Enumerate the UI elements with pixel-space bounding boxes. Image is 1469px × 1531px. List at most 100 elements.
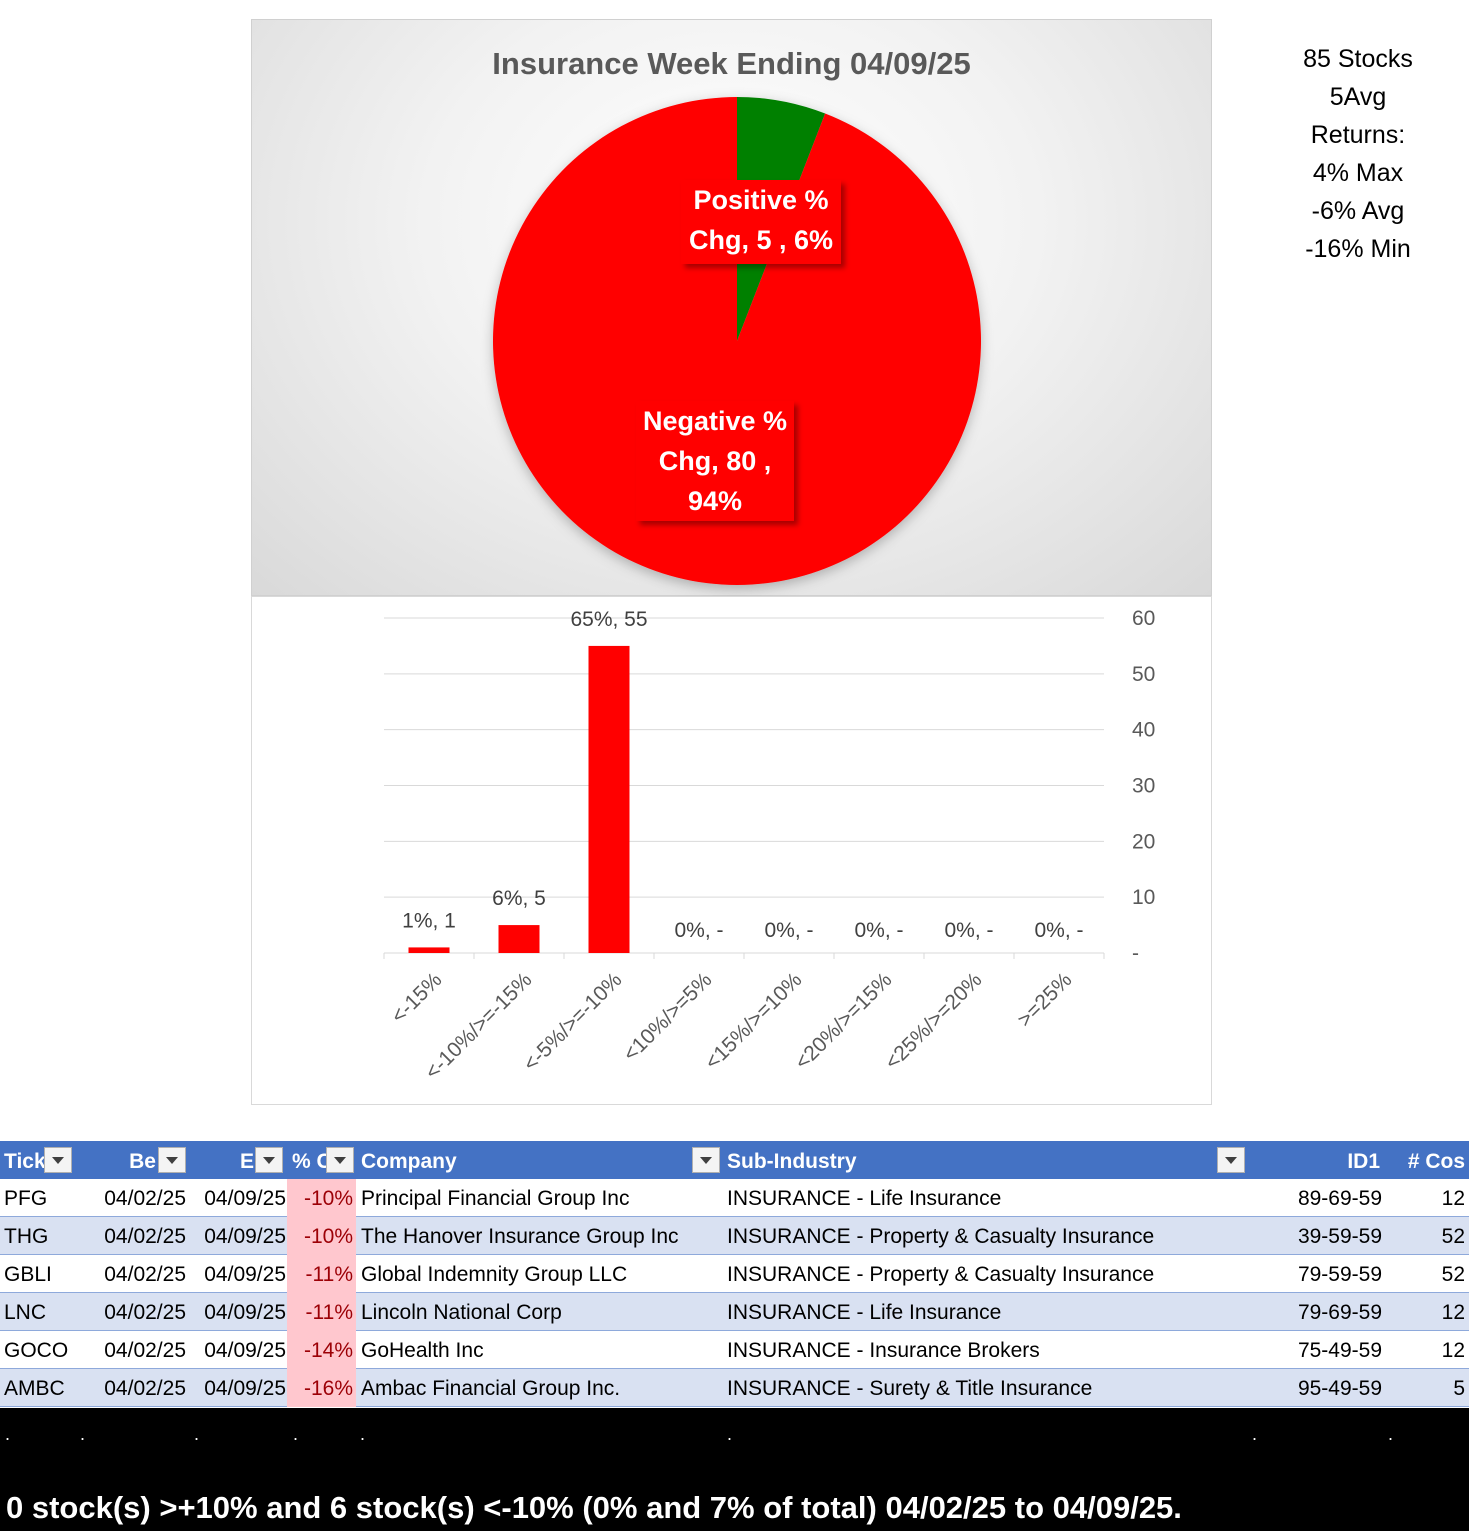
cell-end-date: 04/09/25 <box>204 1225 286 1248</box>
cell-id1: 79-59-59 <box>1297 1263 1382 1286</box>
placeholder-dot: . <box>194 1424 200 1444</box>
cell-begin-date: 04/02/25 <box>104 1187 186 1210</box>
cell-id1: 89-69-59 <box>1297 1187 1382 1210</box>
cell-begin-date: 04/02/25 <box>104 1339 186 1362</box>
row-divider <box>0 1292 1469 1293</box>
row-divider <box>0 1406 1469 1407</box>
cell-begin-date: 04/02/25 <box>104 1377 186 1400</box>
cell-ticker: GBLI <box>4 1263 52 1286</box>
cell-ticker: PFG <box>4 1187 48 1210</box>
cell-end-date: 04/09/25 <box>204 1263 286 1286</box>
filter-dropdown-icon[interactable] <box>44 1147 72 1173</box>
cell-end-date: 04/09/25 <box>204 1339 286 1362</box>
cell-num-cos: 12 <box>1441 1187 1465 1210</box>
table-row[interactable]: GOCO 04/02/25 04/09/25 -14% GoHealth Inc INSU… <box>0 1331 1469 1369</box>
stats-line: 85 Stocks <box>1303 45 1413 73</box>
positive-slice-label: Positive % Chg, 5 , 6% <box>681 180 841 264</box>
cell-company: Global Indemnity Group LLC <box>361 1263 628 1286</box>
cell-pct-change: -10% <box>287 1179 356 1217</box>
cell-company: GoHealth Inc <box>361 1339 484 1362</box>
row-divider <box>0 1254 1469 1255</box>
bar <box>408 947 450 953</box>
bar-chart-panel: -10 20 30 40 50 60 1%, 1 <-15% 6%, 5 <-10%/>=-15%… <box>251 596 1212 1105</box>
y-tick-label: 30 <box>1132 775 1155 798</box>
cell-id1: 75-49-59 <box>1297 1339 1382 1362</box>
bar-data-label: 0%, - <box>764 919 813 942</box>
stats-summary: 85 Stocks 5Avg Returns: 4% Max -6% Avg -… <box>1290 40 1426 268</box>
row-divider <box>0 1216 1469 1217</box>
negative-label-line1: Negative % <box>642 406 788 436</box>
filter-dropdown-icon[interactable] <box>255 1147 283 1173</box>
cell-pct-change: -16% <box>287 1369 356 1407</box>
placeholder-dot: . <box>5 1424 11 1444</box>
bar-data-label: 6%, 5 <box>492 887 546 910</box>
header-pct-change: % C <box>292 1150 326 1173</box>
filter-dropdown-icon[interactable] <box>692 1147 720 1173</box>
table-row[interactable]: GBLI 04/02/25 04/09/25 -11% Global Indemnity… <box>0 1255 1469 1293</box>
cell-company: Principal Financial Group Inc <box>361 1187 630 1210</box>
bar-data-label: 1%, 1 <box>402 909 456 932</box>
cell-num-cos: 5 <box>1453 1377 1465 1400</box>
cell-sub-industry: INSURANCE - Property & Casualty Insuranc… <box>727 1225 1155 1248</box>
filter-dropdown-icon[interactable] <box>1217 1147 1245 1173</box>
cell-end-date: 04/09/25 <box>204 1187 286 1210</box>
y-tick-label: 40 <box>1132 719 1155 742</box>
bar-data-label: 0%, - <box>674 919 723 942</box>
negative-label-line2: Chg, 80 , <box>658 446 772 476</box>
header-id1: ID1 <box>1347 1150 1380 1173</box>
cell-num-cos: 52 <box>1441 1263 1465 1286</box>
cell-sub-industry: INSURANCE - Life Insurance <box>727 1301 1002 1324</box>
bar-data-label: 0%, - <box>854 919 903 942</box>
negative-label-line3: 94% <box>687 486 743 516</box>
cell-sub-industry: INSURANCE - Surety & Title Insurance <box>727 1377 1093 1400</box>
row-divider <box>0 1330 1469 1331</box>
x-category-label: >=25% <box>1013 968 1076 1031</box>
placeholder-dot: . <box>1388 1424 1394 1444</box>
cell-ticker: AMBC <box>4 1377 65 1400</box>
header-num-cos: # Cos <box>1407 1150 1465 1173</box>
cell-pct-change: -11% <box>287 1255 356 1293</box>
positive-label-line2: Chg, 5 , 6% <box>688 225 834 255</box>
negative-slice-label: Negative % Chg, 80 , 94% <box>636 401 794 521</box>
cell-id1: 79-69-59 <box>1297 1301 1382 1324</box>
cell-end-date: 04/09/25 <box>204 1377 286 1400</box>
stats-line: -16% Min <box>1305 235 1411 263</box>
x-category-label: <10%/>=5% <box>619 968 717 1066</box>
bar-data-label: 65%, 55 <box>570 608 647 631</box>
table-row[interactable]: LNC 04/02/25 04/09/25 -11% Lincoln National … <box>0 1293 1469 1331</box>
y-tick-label: 10 <box>1132 886 1155 909</box>
x-category-label: <-15% <box>387 968 447 1028</box>
stats-line: -6% Avg <box>1311 197 1405 225</box>
header-end: E <box>239 1150 254 1173</box>
bar-data-label: 0%, - <box>1034 919 1083 942</box>
cell-company: The Hanover Insurance Group Inc <box>361 1225 679 1248</box>
bar-data-label: 0%, - <box>944 919 993 942</box>
header-company: Company <box>361 1150 457 1173</box>
y-tick-label: 60 <box>1132 607 1155 630</box>
cell-begin-date: 04/02/25 <box>104 1225 186 1248</box>
positive-label-line1: Positive % <box>693 185 829 215</box>
y-tick-label: 50 <box>1132 663 1155 686</box>
cell-sub-industry: INSURANCE - Property & Casualty Insuranc… <box>727 1263 1155 1286</box>
placeholder-dot: . <box>727 1424 733 1444</box>
cell-begin-date: 04/02/25 <box>104 1301 186 1324</box>
header-ticker: Tick <box>4 1150 44 1173</box>
filter-dropdown-icon[interactable] <box>158 1147 186 1173</box>
bar <box>498 925 540 953</box>
stats-line: Returns: <box>1310 121 1406 149</box>
cell-num-cos: 12 <box>1441 1339 1465 1362</box>
placeholder-dot: . <box>80 1424 86 1444</box>
cell-pct-change: -14% <box>287 1331 356 1369</box>
table-row[interactable]: AMBC 04/02/25 04/09/25 -16% Ambac Financial … <box>0 1369 1469 1407</box>
placeholder-dot: . <box>360 1424 366 1444</box>
cell-ticker: THG <box>4 1225 49 1248</box>
header-sub-industry: Sub-Industry <box>727 1150 857 1173</box>
cell-begin-date: 04/02/25 <box>104 1263 186 1286</box>
filter-dropdown-icon[interactable] <box>326 1147 354 1173</box>
bar <box>588 645 630 953</box>
pie-chart-panel: Insurance Week Ending 04/09/25 Positive … <box>251 19 1212 596</box>
table-row[interactable]: PFG 04/02/25 04/09/25 -10% Principal Financi… <box>0 1179 1469 1217</box>
placeholder-dot: . <box>293 1424 299 1444</box>
table-row[interactable]: THG 04/02/25 04/09/25 -10% The Hanover Insur… <box>0 1217 1469 1255</box>
